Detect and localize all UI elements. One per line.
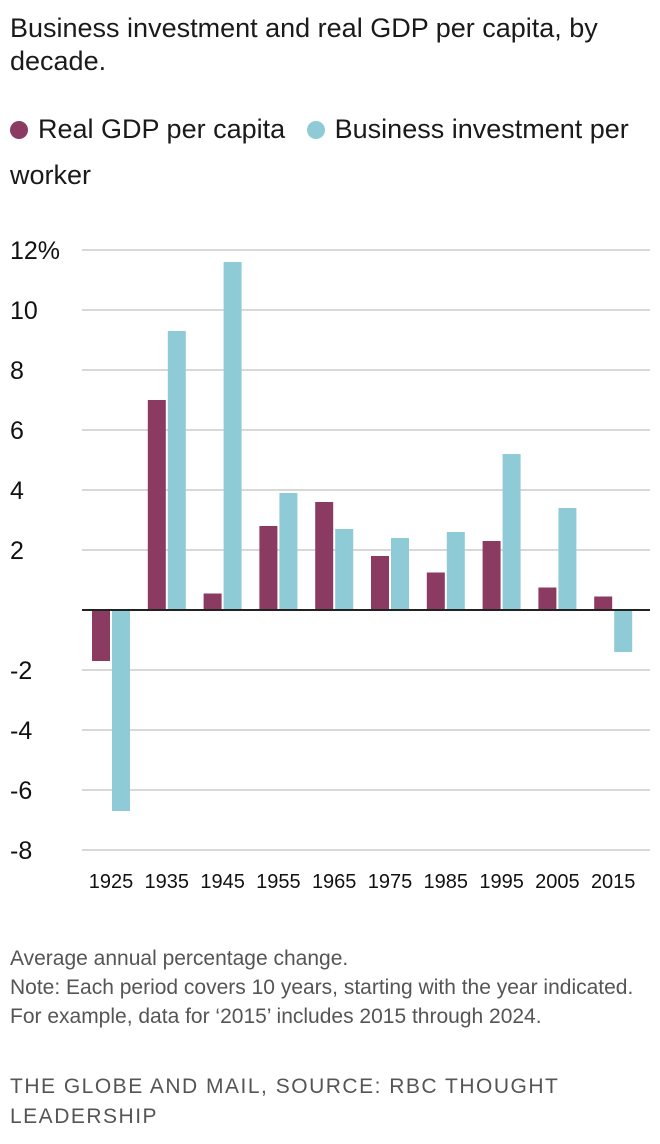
y-tick-label: 8 [10, 357, 24, 385]
x-tick-label: 1975 [368, 871, 413, 893]
y-tick-label: -2 [10, 657, 32, 685]
y-tick-label: 10 [10, 297, 38, 325]
legend-swatch-gdp [10, 121, 28, 139]
bar-investment-2015 [614, 610, 633, 652]
bar-gdp-1965 [315, 502, 334, 610]
x-tick-label: 1945 [200, 871, 245, 893]
bar-gdp-1935 [147, 400, 166, 610]
bar-investment-1925 [112, 610, 130, 811]
bar-gdp-1925 [92, 610, 110, 661]
notes-line-units: Average annual percentage change. [10, 947, 349, 970]
notes-line-period: Note: Each period covers 10 years, start… [10, 976, 634, 1028]
legend-swatch-investment [306, 121, 325, 139]
bar-investment-1955 [279, 493, 298, 610]
bar-gdp-2005 [538, 587, 557, 610]
x-tick-label: 1965 [312, 871, 357, 893]
x-tick-label: 2005 [535, 871, 580, 893]
bar-investment-1975 [391, 538, 409, 610]
y-tick-label: 6 [10, 417, 24, 445]
x-tick-label: 2015 [591, 871, 636, 893]
bar-gdp-1975 [371, 556, 389, 610]
x-tick-label: 1935 [145, 871, 190, 893]
legend-item-gdp: Real GDP per capita [10, 114, 285, 144]
bar-investment-1935 [167, 331, 186, 610]
bar-gdp-1955 [259, 526, 278, 610]
bar-chart: 12% 10 8 6 4 2 -2 -4 -6 -8 1925 1935 1945 1955 1965 197… [10, 237, 650, 893]
legend-label-investment: Business investment per worker [10, 114, 629, 190]
bar-investment-1945 [223, 262, 242, 610]
y-tick-label: -6 [10, 777, 32, 805]
y-tick-label: 2 [10, 537, 24, 565]
legend-item-investment [306, 114, 335, 144]
bar-gdp-2015 [594, 596, 613, 610]
y-tick-label: 4 [10, 477, 24, 505]
source-credit: THE GLOBE AND MAIL, SOURCE: RBC THOUGHT … [10, 1075, 559, 1128]
legend-label-gdp: Real GDP per capita [38, 114, 286, 144]
bar-investment-1985 [446, 532, 465, 610]
x-tick-label: 1925 [89, 871, 134, 893]
bar-investment-1965 [335, 529, 354, 610]
x-tick-label: 1955 [256, 871, 301, 893]
bar-gdp-1985 [426, 572, 445, 610]
legend: Real GDP per capita Business investment … [10, 106, 655, 198]
y-tick-label: 12% [10, 237, 60, 265]
x-tick-label: 1985 [424, 871, 469, 893]
bar-gdp-1945 [203, 593, 222, 610]
chart-notes: Average annual percentage change. Note: … [10, 944, 650, 1031]
y-tick-label: -4 [10, 717, 32, 745]
bar-investment-1995 [502, 454, 521, 610]
y-tick-label: -8 [10, 837, 32, 865]
x-tick-label: 1995 [479, 871, 524, 893]
bar-gdp-1995 [482, 541, 501, 610]
bar-investment-2005 [558, 508, 577, 610]
chart-title: Business investment and real GDP per cap… [10, 13, 598, 76]
